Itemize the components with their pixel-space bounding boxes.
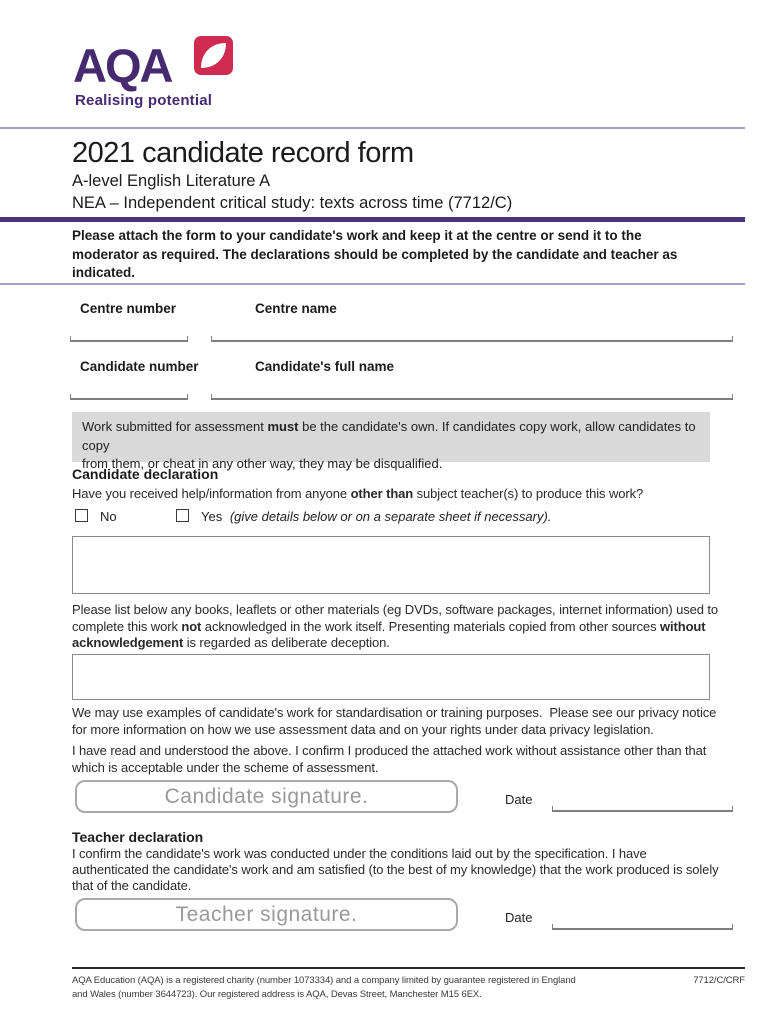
- divider-thick: [0, 217, 745, 222]
- centre-name-label: Centre name: [255, 301, 337, 316]
- teacher-date-label: Date: [505, 910, 533, 925]
- page-subtitle-qualification: A-level English Literature A: [72, 172, 271, 190]
- help-question: Have you received help/information from …: [72, 485, 762, 502]
- teacher-declaration-heading: Teacher declaration: [72, 829, 204, 845]
- yes-checkbox[interactable]: [176, 509, 189, 522]
- divider-top: [0, 127, 745, 129]
- materials-post: is regarded as deliberate deception.: [183, 635, 390, 650]
- help-details-box[interactable]: [72, 536, 710, 594]
- materials-mid: acknowledged in the work itself. Present…: [201, 618, 660, 634]
- aqa-logo-leaf-icon: [194, 36, 233, 75]
- aqa-tagline: Realising potential: [75, 92, 213, 109]
- footer-divider: [72, 967, 745, 969]
- no-checkbox[interactable]: [75, 509, 88, 522]
- teacher-declaration-text: I confirm the candidate's work was condu…: [72, 846, 719, 893]
- footer-legal: AQA Education (AQA) is a registered char…: [72, 975, 576, 1000]
- materials-pre: Please list below any books, leaflets or…: [72, 602, 719, 634]
- candidate-declaration-heading: Candidate declaration: [72, 466, 219, 482]
- teacher-signature-box[interactable]: Teacher signature.: [75, 898, 458, 931]
- no-label: No: [100, 509, 117, 524]
- help-question-post: subject teacher(s) to produce this work?: [413, 486, 644, 501]
- assessment-warning-box: Work submitted for assessment must be th…: [72, 412, 710, 471]
- candidate-full-name-field[interactable]: [211, 394, 733, 400]
- candidate-date-field[interactable]: [552, 806, 733, 812]
- materials-instruction: Please list below any books, leaflets or…: [72, 602, 762, 652]
- help-question-pre: Have you received help/information from …: [72, 486, 351, 501]
- teacher-signature-placeholder: Teacher signature.: [175, 902, 358, 926]
- materials-bold-not: not: [181, 618, 202, 634]
- divider-under-notice: [0, 283, 745, 285]
- materials-details-box[interactable]: [72, 654, 710, 700]
- aqa-logo: AQA: [73, 39, 173, 92]
- page-title: 2021 candidate record form: [72, 137, 414, 169]
- confirmation-statement: I have read and understood the above. I …: [72, 743, 707, 775]
- page-subtitle-unit: NEA – Independent critical study: texts …: [72, 194, 513, 212]
- candidate-signature-box[interactable]: Candidate signature.: [75, 780, 458, 813]
- candidate-full-name-label: Candidate's full name: [255, 359, 394, 374]
- candidate-number-label: Candidate number: [80, 359, 199, 374]
- teacher-date-field[interactable]: [552, 924, 733, 930]
- help-question-bold: other than: [350, 486, 414, 501]
- warning-text-bold: must: [267, 419, 299, 434]
- candidate-signature-placeholder: Candidate signature.: [164, 784, 369, 808]
- privacy-notice: We may use examples of candidate's work …: [72, 705, 717, 737]
- centre-number-field[interactable]: [70, 336, 188, 342]
- materials-bold-ack: without acknowledgement: [72, 618, 706, 651]
- candidate-number-field[interactable]: [70, 394, 188, 400]
- yes-label-text: Yes: [201, 509, 223, 524]
- warning-text-pre: Work submitted for assessment: [82, 419, 268, 434]
- yes-label: Yes (give details below or on a separate…: [201, 509, 551, 524]
- candidate-date-label: Date: [505, 792, 533, 807]
- centre-number-label: Centre number: [80, 301, 177, 316]
- aqa-logo-text: AQA: [73, 39, 173, 92]
- centre-name-field[interactable]: [211, 336, 733, 342]
- footer-form-code: 7712/C/CRF: [693, 975, 745, 986]
- warning-text-post: be the candidate's own. If candidates co…: [82, 419, 696, 471]
- yes-note: (give details below or on a separate she…: [229, 509, 552, 524]
- attach-notice: Please attach the form to your candidate…: [72, 228, 678, 280]
